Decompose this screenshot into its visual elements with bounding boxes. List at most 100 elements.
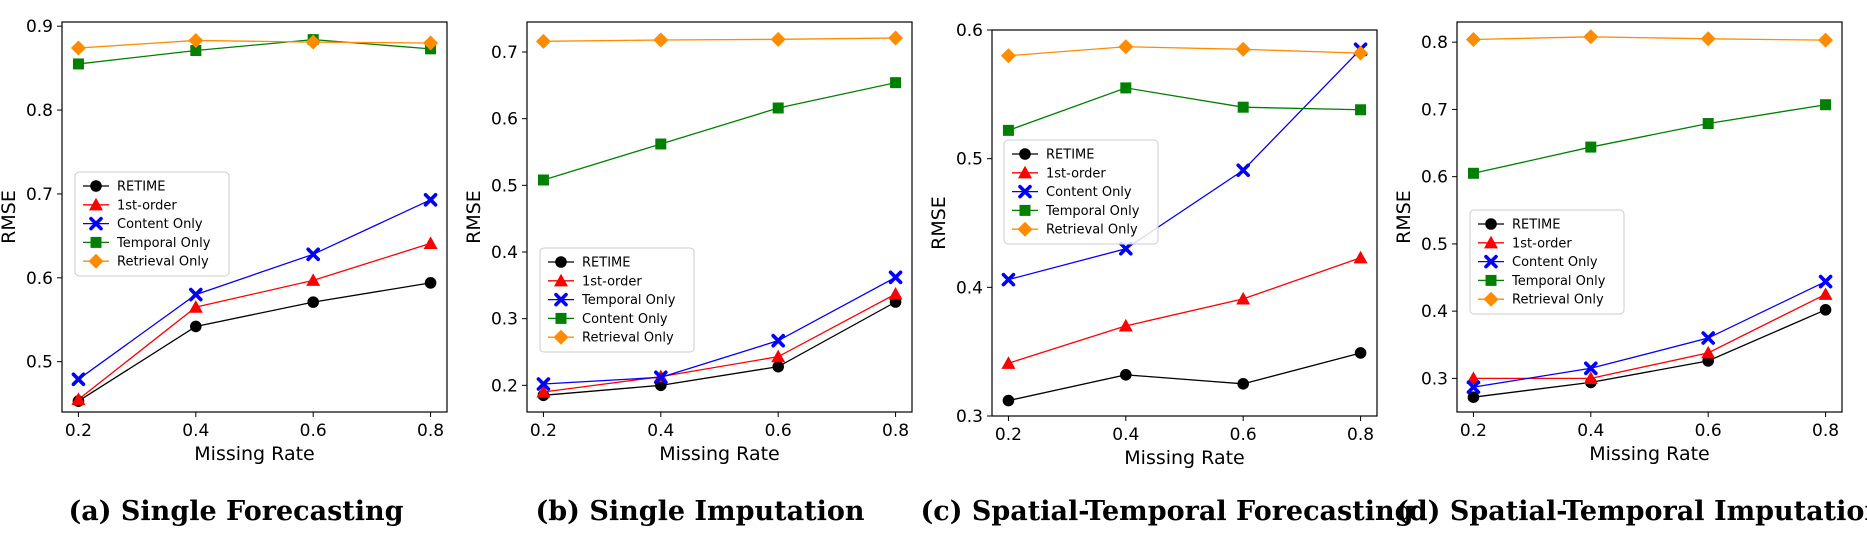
legend: RETIME 1st-order Content Only Temporal Only… (1469, 209, 1625, 315)
data-point (70, 40, 86, 56)
data-point (307, 296, 319, 308)
data-point (423, 35, 439, 51)
y-tick-label: 0.3 (1421, 369, 1448, 389)
y-tick-label: 0.6 (1421, 168, 1448, 188)
legend-label: Temporal Only (1511, 274, 1606, 289)
data-point (1118, 318, 1133, 332)
data-point (537, 174, 549, 186)
data-point (306, 247, 320, 262)
data-point (1000, 48, 1016, 64)
series-line (1473, 309, 1826, 398)
series-temporal-only (1467, 99, 1832, 179)
data-point (424, 277, 437, 289)
y-axis-label: RMSE (928, 196, 950, 250)
data-point (1701, 331, 1715, 345)
data-point (1700, 31, 1716, 47)
series-line (543, 293, 896, 393)
y-tick-label: 0.8 (26, 101, 53, 121)
data-point (1818, 287, 1833, 300)
legend-label: Retrieval Only (582, 331, 674, 346)
series-temporal-only (1002, 82, 1367, 136)
data-point (1465, 31, 1481, 47)
x-axis-label: Missing Rate (1589, 443, 1709, 465)
data-point (888, 30, 904, 46)
data-point (190, 320, 202, 333)
legend-marker (1018, 184, 1032, 199)
subfigure-caption: (b) Single Imputation (536, 496, 865, 527)
legend-marker (90, 236, 102, 248)
x-tick-label: 0.2 (1460, 421, 1487, 441)
data-point (536, 385, 551, 398)
data-point (535, 33, 551, 49)
data-point (1353, 45, 1369, 61)
data-point (1819, 303, 1832, 316)
data-point (188, 300, 203, 313)
data-point (1236, 291, 1251, 305)
y-tick-label: 0.8 (1421, 33, 1448, 53)
legend: RETIME 1st-order Temporal Only Content Only… (539, 247, 695, 353)
plot-frame (1456, 21, 1843, 413)
subfigure-caption: (c) Spatial-Temporal Forecasting (921, 496, 1414, 527)
data-point (72, 58, 84, 70)
data-point (71, 392, 86, 406)
data-point (1466, 380, 1481, 394)
legend-label: RETIME (582, 256, 630, 271)
data-point (772, 102, 784, 114)
legend-marker (1017, 221, 1033, 237)
legend-label: 1st-order (1046, 166, 1106, 181)
legend-marker (554, 292, 568, 307)
data-point (1583, 29, 1599, 45)
series-retime (72, 277, 437, 407)
series-temporal-only (72, 34, 437, 70)
legend-label: Retrieval Only (1046, 223, 1138, 238)
data-point (188, 32, 204, 48)
data-point (1237, 378, 1249, 390)
plot-frame (991, 29, 1378, 417)
data-point (654, 370, 668, 385)
data-point (771, 333, 785, 348)
subfigure-caption: (a) Single Forecasting (68, 496, 403, 527)
legend-marker (1485, 218, 1497, 230)
series-line (1473, 293, 1826, 380)
legend-marker (555, 312, 567, 324)
series-line (1008, 87, 1361, 131)
series-line (1473, 36, 1826, 41)
chart-panel-1: 0.2 0.4 0.6 0.8 0.5 0.6 0.7 0.8 0.9 Missing Rate R… (0, 17, 448, 527)
legend-marker (1485, 274, 1497, 286)
data-point (1120, 369, 1132, 381)
series-line (543, 276, 896, 385)
legend-marker (1484, 235, 1498, 249)
series-content-only (71, 193, 438, 387)
data-point (772, 360, 784, 373)
legend-label: Content Only (1512, 255, 1598, 270)
legend-marker (555, 256, 567, 268)
y-tick-label: 0.3 (491, 310, 518, 330)
series-content-only (1466, 274, 1833, 394)
y-tick-label: 0.5 (956, 150, 983, 170)
data-point (888, 287, 903, 300)
series-line (78, 39, 431, 49)
x-tick-label: 0.4 (1577, 421, 1604, 441)
legend-label: 1st-order (117, 198, 177, 213)
series-retrieval-only (1465, 29, 1834, 48)
y-axis-label: RMSE (0, 190, 20, 244)
legend-marker (1484, 254, 1498, 269)
data-point (1584, 361, 1598, 376)
data-point (1583, 371, 1598, 384)
data-point (1355, 104, 1367, 116)
legend-label: Temporal Only (1045, 204, 1140, 219)
x-tick-label: 0.4 (647, 421, 674, 441)
data-point (655, 138, 667, 150)
series-1st-order (1466, 287, 1833, 384)
legend-marker (1019, 148, 1031, 160)
data-point (1466, 371, 1481, 384)
x-tick-label: 0.2 (995, 425, 1022, 445)
y-tick-label: 0.7 (1421, 100, 1448, 120)
x-tick-label: 0.8 (1812, 421, 1839, 441)
series-line (78, 199, 431, 380)
data-point (1585, 141, 1597, 153)
data-point (1001, 356, 1016, 369)
series-1st-order (1001, 250, 1368, 369)
y-tick-label: 0.6 (491, 110, 518, 130)
